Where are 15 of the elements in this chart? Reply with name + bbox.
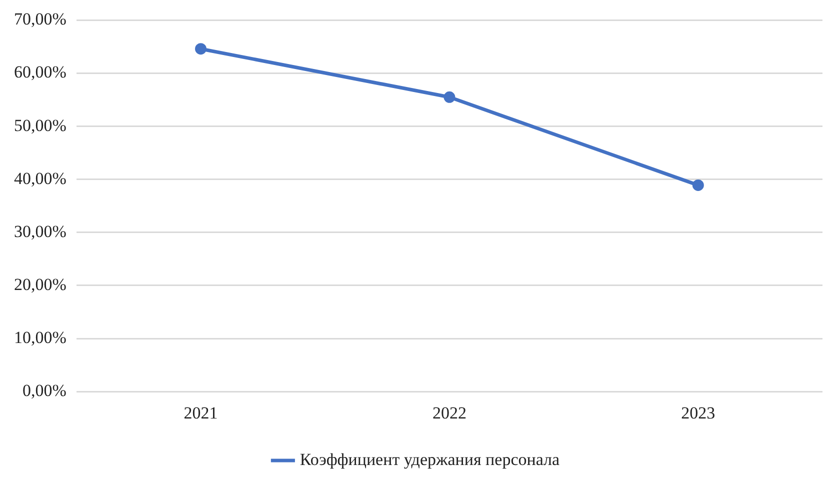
point xyxy=(692,179,704,191)
y-tick-label: 20,00% xyxy=(14,274,66,294)
legend-label: Коэффициент удержания персонала xyxy=(300,450,560,469)
y-tick-label: 10,00% xyxy=(14,328,66,348)
point xyxy=(444,91,456,103)
y-tick-label: 60,00% xyxy=(14,62,66,82)
y-tick-label: 30,00% xyxy=(14,222,66,241)
point xyxy=(195,43,207,55)
x-tick-label: 2023 xyxy=(681,403,716,422)
y-tick-label: 40,00% xyxy=(14,168,66,188)
y-tick-label: 0,00% xyxy=(22,381,66,400)
x-tick-label: 2022 xyxy=(432,403,466,422)
x-tick-label: 2021 xyxy=(184,403,218,422)
y-tick-label: 50,00% xyxy=(14,116,66,135)
y-tick-label: 70,00% xyxy=(14,10,66,29)
